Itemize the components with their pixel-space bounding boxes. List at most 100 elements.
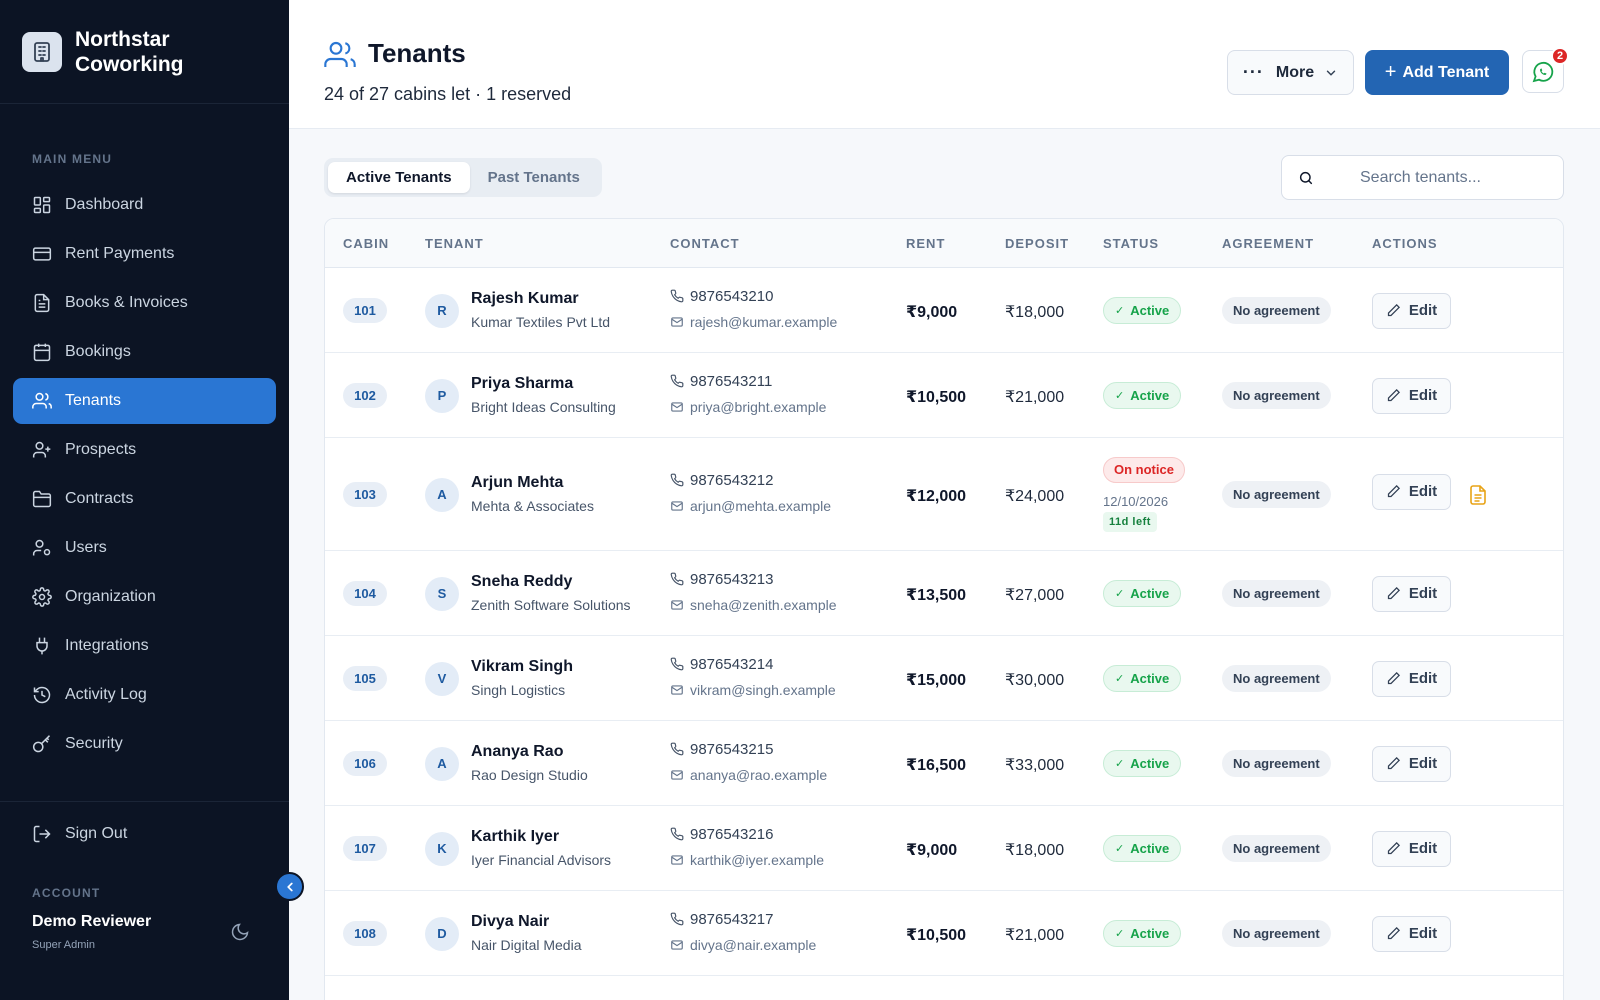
column-header-deposit[interactable]: DEPOSIT: [1005, 236, 1070, 251]
edit-button[interactable]: Edit: [1372, 473, 1451, 510]
column-header-cabin[interactable]: CABIN: [343, 236, 390, 251]
contact-email[interactable]: karthik@iyer.example: [670, 852, 824, 868]
table-row[interactable]: 105 V Vikram Singh Singh Logistics 987654321…: [325, 636, 1563, 721]
column-header-contact[interactable]: CONTACT: [670, 236, 740, 251]
tenant-name[interactable]: Divya Nair: [471, 912, 550, 930]
table-row[interactable]: 103 A Arjun Mehta Mehta & Associates 9876543…: [325, 438, 1563, 551]
document-icon[interactable]: [1470, 484, 1486, 505]
contact-email[interactable]: arjun@mehta.example: [670, 498, 831, 514]
avatar: R: [425, 293, 459, 328]
page-title: Tenants: [368, 38, 466, 68]
building-icon: [22, 31, 62, 72]
contact-phone[interactable]: 9876543214: [670, 656, 773, 673]
contact-phone[interactable]: 9876543211: [670, 373, 772, 390]
user-cog-icon: [32, 539, 51, 556]
tab-past-tenants[interactable]: Past Tenants: [487, 169, 580, 186]
table-row[interactable]: 102 P Priya Sharma Bright Ideas Consulting 9…: [325, 353, 1563, 438]
phone-icon: [670, 742, 684, 756]
cabin-badge: 105: [343, 665, 387, 691]
moon-icon: [231, 923, 249, 941]
more-button[interactable]: ··· More: [1227, 50, 1354, 95]
sidebar-item-dashboard[interactable]: Dashboard: [13, 182, 276, 228]
avatar: S: [425, 576, 459, 611]
rent-amount: ₹9,000: [906, 841, 958, 859]
tenant-name[interactable]: Karthik Iyer: [471, 827, 560, 845]
contact-phone[interactable]: 9876543215: [670, 741, 773, 758]
tenant-name[interactable]: Sneha Reddy: [471, 572, 573, 590]
sidebar-item-prospects[interactable]: Prospects: [13, 427, 276, 473]
contact-email[interactable]: divya@nair.example: [670, 937, 816, 953]
tenant-name[interactable]: Vikram Singh: [471, 657, 573, 675]
brand[interactable]: Northstar Coworking: [0, 0, 289, 104]
theme-toggle-button[interactable]: [230, 922, 250, 942]
edit-button[interactable]: Edit: [1372, 377, 1451, 414]
edit-button[interactable]: Edit: [1372, 575, 1451, 612]
contact-email[interactable]: vikram@singh.example: [670, 682, 836, 698]
edit-button[interactable]: Edit: [1372, 915, 1451, 952]
contact-email[interactable]: rajesh@kumar.example: [670, 314, 837, 330]
column-header-rent[interactable]: RENT: [906, 236, 946, 251]
sidebar-item-activity-log[interactable]: Activity Log: [13, 672, 276, 718]
notification-badge: 2: [1551, 47, 1569, 65]
contact-email[interactable]: ananya@rao.example: [670, 767, 827, 783]
tenant-name[interactable]: Ananya Rao: [471, 742, 564, 760]
sidebar-item-rent-payments[interactable]: Rent Payments: [13, 231, 276, 277]
contact-phone[interactable]: 9876543212: [670, 472, 773, 489]
add-tenant-button[interactable]: + Add Tenant: [1365, 50, 1509, 95]
contact-phone[interactable]: 9876543216: [670, 826, 773, 843]
table-row[interactable]: 101 R Rajesh Kumar Kumar Textiles Pvt Ltd 98…: [325, 268, 1563, 353]
table-row[interactable]: [325, 976, 1563, 1000]
tenant-name[interactable]: Rajesh Kumar: [471, 289, 579, 307]
search-box: [1281, 155, 1564, 200]
table-row[interactable]: 104 S Sneha Reddy Zenith Software Solutions…: [325, 551, 1563, 636]
column-header-agreement[interactable]: AGREEMENT: [1222, 236, 1315, 251]
status-label: Active: [1130, 670, 1170, 686]
contact-phone[interactable]: 9876543217: [670, 911, 773, 928]
search-input[interactable]: [1360, 168, 1550, 187]
contact-phone[interactable]: 9876543210: [670, 288, 773, 305]
sidebar-item-organization[interactable]: Organization: [13, 574, 276, 620]
phone-number: 9876543213: [690, 570, 774, 588]
contact-email[interactable]: sneha@zenith.example: [670, 597, 837, 613]
edit-button[interactable]: Edit: [1372, 745, 1451, 782]
logout-icon: [33, 825, 51, 843]
sidebar-item-tenants[interactable]: Tenants: [13, 378, 276, 424]
status-label: Active: [1130, 925, 1170, 941]
agreement-badge: No agreement: [1222, 579, 1331, 607]
more-dots-icon: ···: [1242, 62, 1264, 82]
phone-number: 9876543216: [690, 825, 774, 843]
sidebar-item-integrations[interactable]: Integrations: [13, 623, 276, 669]
whatsapp-icon: [1532, 61, 1554, 82]
edit-button[interactable]: Edit: [1372, 830, 1451, 867]
column-header-status[interactable]: STATUS: [1103, 236, 1160, 251]
contact-phone[interactable]: 9876543213: [670, 571, 773, 588]
phone-number: 9876543210: [690, 287, 774, 305]
tab-active-tenants[interactable]: Active Tenants: [328, 162, 470, 193]
sidebar-item-users[interactable]: Users: [13, 525, 276, 571]
contact-email[interactable]: priya@bright.example: [670, 399, 826, 415]
edit-label: Edit: [1408, 670, 1438, 687]
tenant-name[interactable]: Arjun Mehta: [471, 473, 564, 491]
sign-out-button[interactable]: Sign Out: [13, 811, 276, 860]
deposit-amount: ₹21,000: [1005, 926, 1065, 944]
search-icon: [1299, 171, 1313, 185]
tenant-company: Mehta & Associates: [471, 497, 594, 514]
key-icon: [32, 735, 51, 753]
table-row[interactable]: 107 K Karthik Iyer Iyer Financial Advisors 9…: [325, 806, 1563, 891]
edit-button[interactable]: Edit: [1372, 660, 1451, 697]
tenant-name[interactable]: Priya Sharma: [471, 374, 574, 392]
table-row[interactable]: 106 A Ananya Rao Rao Design Studio 987654321…: [325, 721, 1563, 806]
sidebar-item-contracts[interactable]: Contracts: [13, 476, 276, 522]
whatsapp-button[interactable]: [1522, 50, 1564, 93]
sidebar-item-security[interactable]: Security: [13, 721, 276, 767]
table-row[interactable]: 108 D Divya Nair Nair Digital Media 98765432…: [325, 891, 1563, 976]
sidebar-item-sign-out[interactable]: Sign Out: [13, 811, 276, 857]
column-header-tenant[interactable]: TENANT: [425, 236, 484, 251]
sidebar-item-books-invoices[interactable]: Books & Invoices: [13, 280, 276, 326]
sidebar-item-bookings[interactable]: Bookings: [13, 329, 276, 375]
notice-date: 12/10/2026: [1103, 493, 1169, 509]
deposit-amount: ₹18,000: [1005, 841, 1065, 859]
edit-button[interactable]: Edit: [1372, 292, 1451, 329]
edit-label: Edit: [1408, 302, 1438, 319]
collapse-sidebar-button[interactable]: [275, 872, 304, 901]
